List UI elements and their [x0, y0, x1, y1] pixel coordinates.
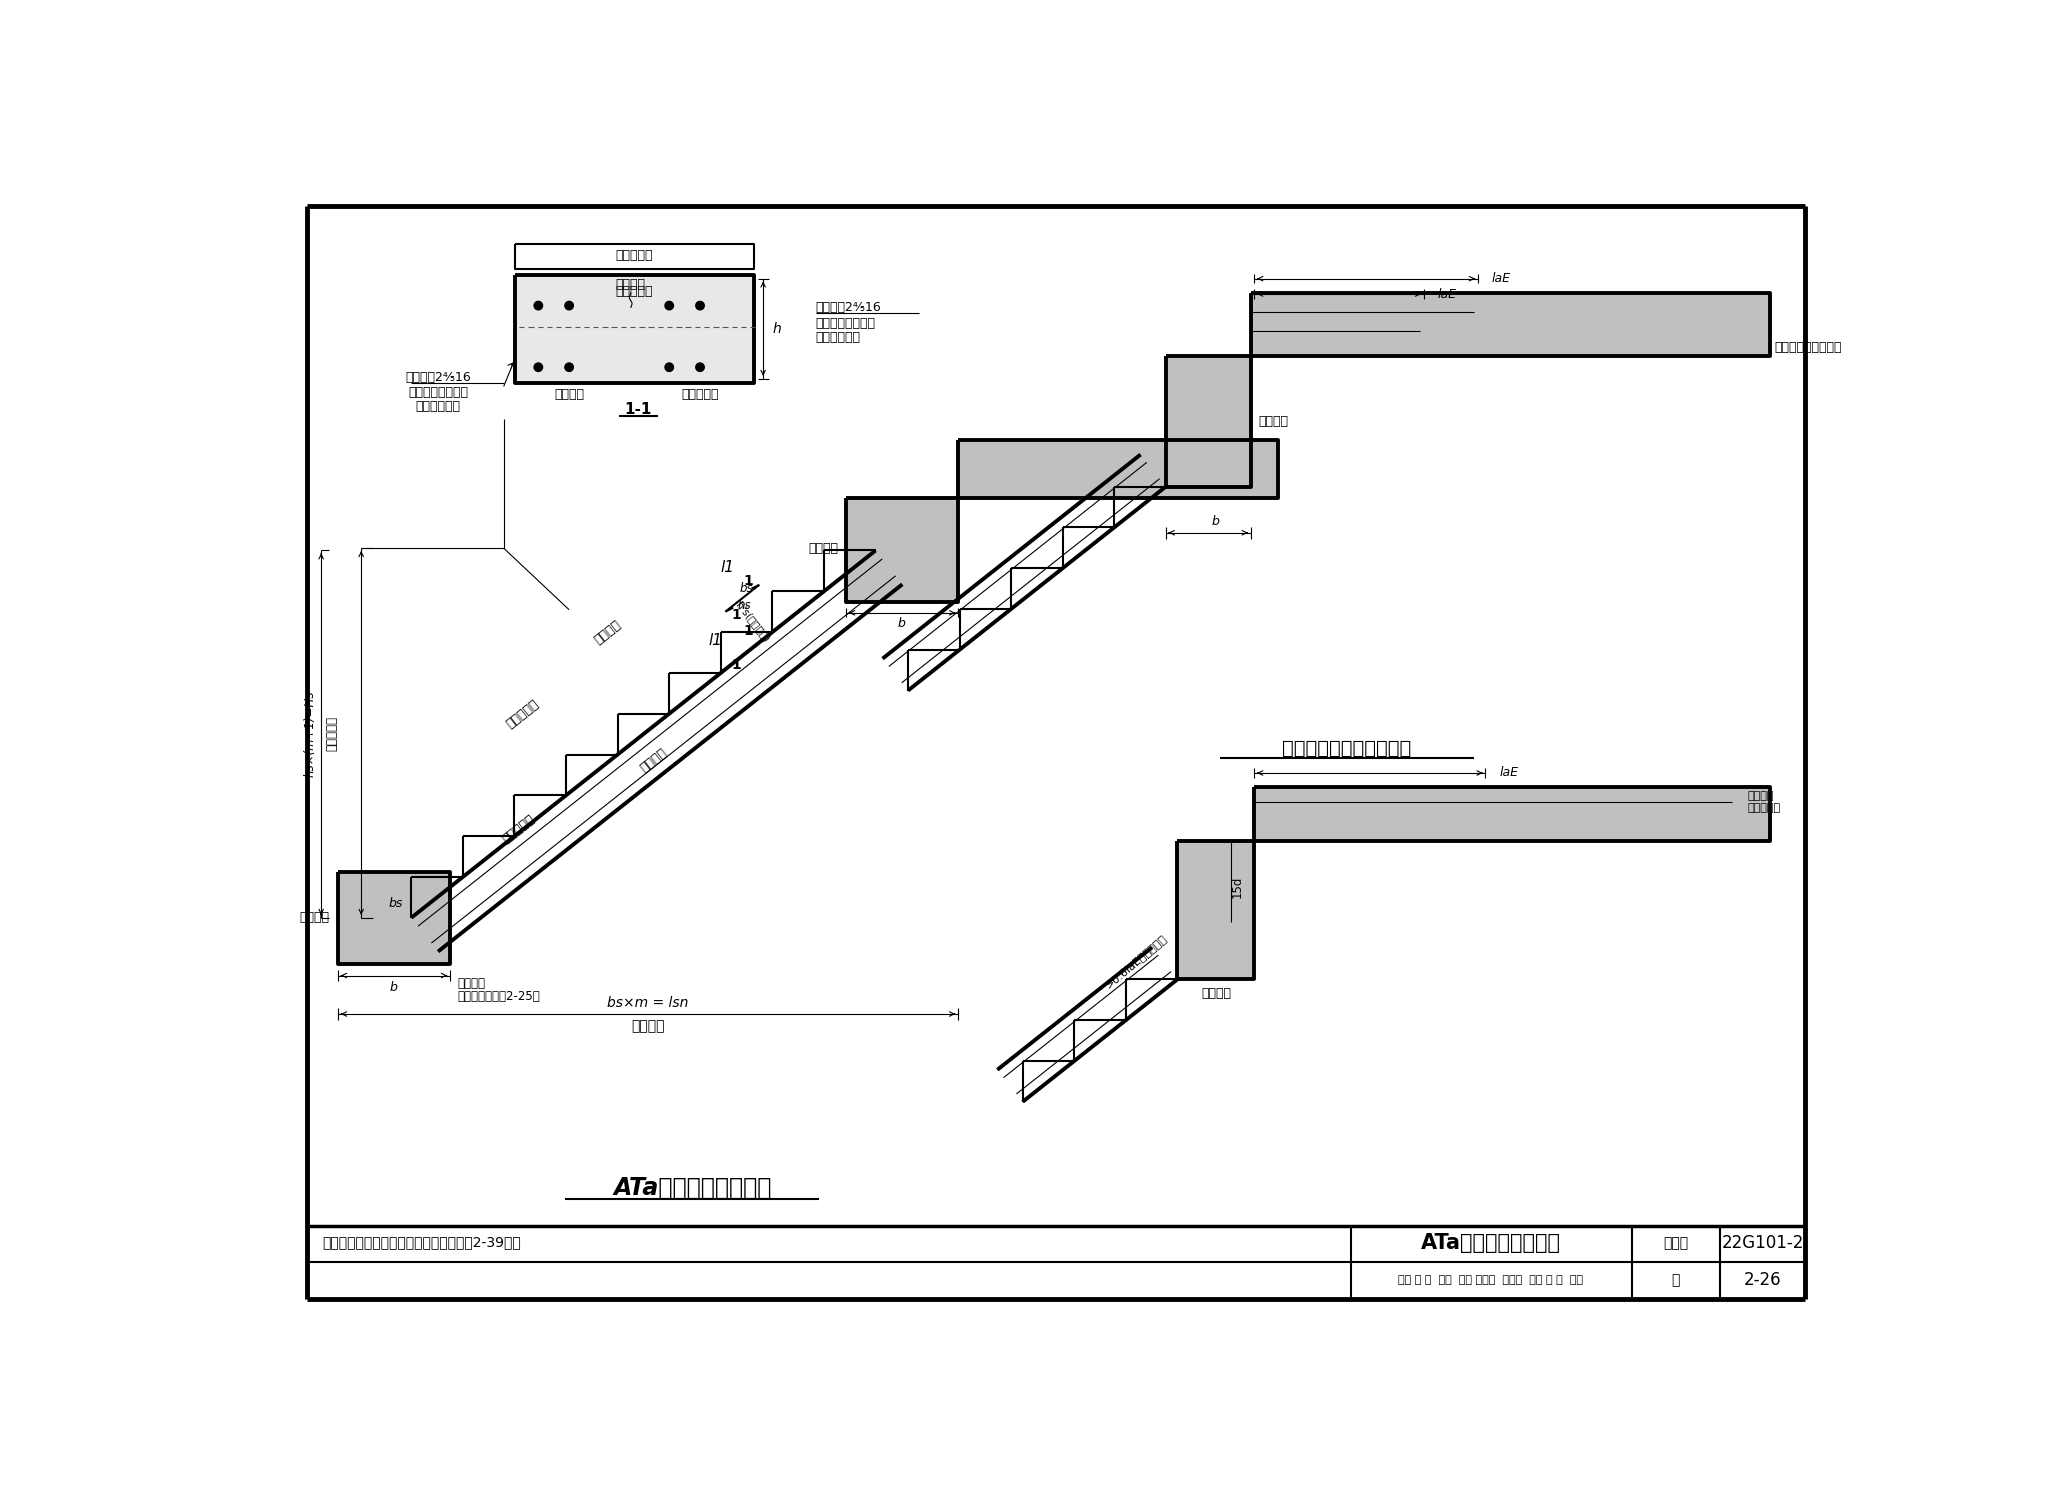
Text: 梯板分布筋: 梯板分布筋	[682, 388, 719, 400]
Text: ATa型楼梯板配筋构造: ATa型楼梯板配筋构造	[612, 1176, 772, 1199]
Text: 高端梯梁: 高端梯梁	[809, 542, 838, 555]
Text: laE: laE	[1438, 287, 1456, 301]
Text: 受力钢筋直径: 受力钢筋直径	[815, 330, 860, 344]
Polygon shape	[958, 440, 1278, 498]
Circle shape	[696, 302, 705, 310]
Polygon shape	[338, 872, 451, 964]
Text: 附加纵筋2⅘16: 附加纵筋2⅘16	[406, 371, 471, 384]
Polygon shape	[1165, 356, 1251, 487]
Text: hs×(m+1)=Hs: hs×(m+1)=Hs	[303, 690, 317, 777]
Text: 做法见本图集第2-25页: 做法见本图集第2-25页	[457, 990, 541, 1003]
Text: hs: hs	[737, 600, 752, 613]
Text: bs: bs	[739, 582, 754, 595]
Circle shape	[535, 302, 543, 310]
Text: 梯板分布筋: 梯板分布筋	[500, 812, 539, 847]
Text: l1: l1	[709, 632, 723, 649]
Text: 2-26: 2-26	[1743, 1271, 1782, 1290]
Text: 上部纵筋: 上部纵筋	[592, 619, 623, 647]
Polygon shape	[1255, 787, 1769, 841]
Text: 且不小于梯板纵向: 且不小于梯板纵向	[815, 317, 877, 330]
Text: 受力钢筋直径: 受力钢筋直径	[416, 400, 461, 414]
Text: 梯板分布筋: 梯板分布筋	[616, 286, 653, 298]
Text: 踏步段高度: 踏步段高度	[326, 716, 338, 751]
Text: 下部纵筋: 下部纵筋	[555, 388, 584, 400]
Text: 注：高端、低端踏步高度调整见本图集第2-39页。: 注：高端、低端踏步高度调整见本图集第2-39页。	[324, 1235, 522, 1250]
Text: b: b	[897, 618, 905, 629]
Text: 审核 张 明  岱昀  校对 付国顺  优加伍  设计 李 波  多玫: 审核 张 明 岱昀 校对 付国顺 优加伍 设计 李 波 多玫	[1399, 1275, 1583, 1286]
Text: 1: 1	[731, 659, 741, 673]
Text: laE: laE	[1491, 272, 1511, 286]
Text: 15d: 15d	[1231, 876, 1243, 899]
Text: h's(板厚中线): h's(板厚中线)	[733, 600, 772, 644]
Text: 梯板跨度: 梯板跨度	[631, 1019, 664, 1033]
Text: 下部纵筋在梁内锚固节点: 下部纵筋在梁内锚固节点	[1282, 740, 1411, 757]
Text: laE: laE	[1499, 766, 1518, 780]
Polygon shape	[846, 498, 958, 603]
Text: >0.6laE且伸至梁边: >0.6laE且伸至梁边	[1104, 933, 1169, 990]
Circle shape	[565, 302, 573, 310]
Text: b: b	[389, 981, 397, 994]
Text: 22G101-2: 22G101-2	[1722, 1235, 1804, 1253]
Text: 下部纵筋: 下部纵筋	[639, 745, 670, 774]
Text: bs: bs	[389, 897, 403, 911]
Text: b: b	[1212, 515, 1221, 528]
Text: 上部纵筋: 上部纵筋	[616, 278, 645, 292]
Text: 低端梯梁: 低端梯梁	[299, 911, 330, 924]
Text: 滑动支座: 滑动支座	[457, 976, 485, 990]
Text: 梯板分布筋: 梯板分布筋	[616, 248, 653, 262]
Polygon shape	[1178, 841, 1255, 979]
Circle shape	[565, 363, 573, 372]
Text: 1-1: 1-1	[625, 402, 651, 417]
Polygon shape	[516, 275, 754, 382]
Text: 附加纵筋2⅘16: 附加纵筋2⅘16	[815, 302, 881, 314]
Text: bs×m = lsn: bs×m = lsn	[606, 997, 688, 1010]
Circle shape	[696, 363, 705, 372]
Text: 梯板分布筋: 梯板分布筋	[504, 696, 541, 731]
Text: 1: 1	[731, 609, 741, 622]
Polygon shape	[1251, 293, 1769, 356]
Circle shape	[666, 302, 674, 310]
Circle shape	[666, 363, 674, 372]
Text: 图集号: 图集号	[1663, 1237, 1688, 1250]
Text: 1: 1	[743, 623, 754, 638]
Text: 上部纵筋伸进平台板: 上部纵筋伸进平台板	[1774, 341, 1841, 354]
Text: 1: 1	[743, 574, 754, 588]
Text: 且不小于梯板纵向: 且不小于梯板纵向	[408, 385, 469, 399]
Text: h: h	[772, 321, 782, 336]
Circle shape	[535, 363, 543, 372]
Text: 高端梯梁: 高端梯梁	[1200, 987, 1231, 1000]
Text: 高端梯梁: 高端梯梁	[1257, 415, 1288, 427]
Text: l1: l1	[721, 559, 733, 574]
Text: 上部纵筋
伸进平台板: 上部纵筋 伸进平台板	[1747, 792, 1780, 812]
Text: ATa型楼梯板配筋构造: ATa型楼梯板配筋构造	[1421, 1234, 1561, 1253]
Text: 页: 页	[1671, 1274, 1679, 1287]
